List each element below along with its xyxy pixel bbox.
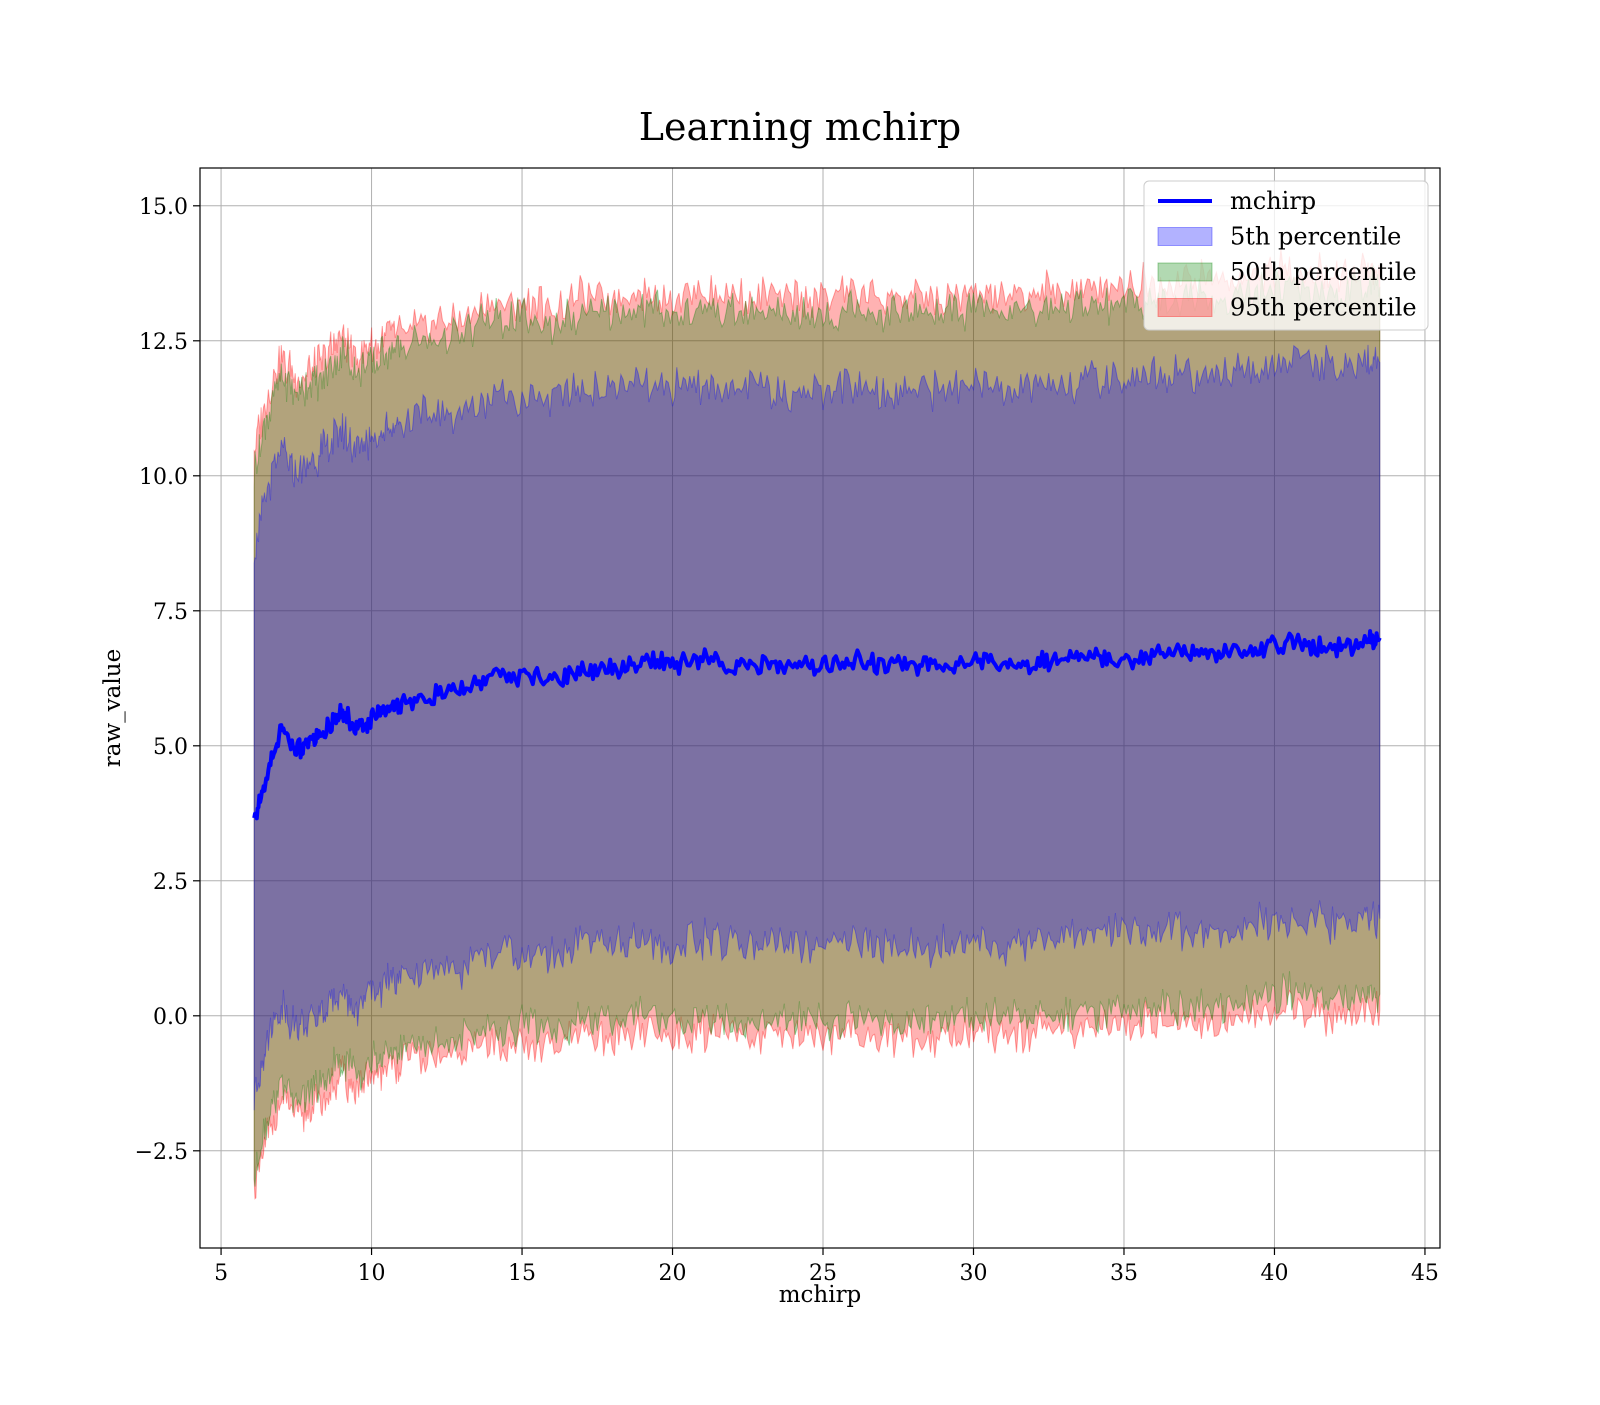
legend-swatch-5th-percentile <box>1157 227 1213 246</box>
x-tick-label-0: 5 <box>214 1261 228 1286</box>
axis-ticks: 5 10 15 20 25 30 35 40 45 −2.5 0.0 2.5 5.0 7.5 10.0 12.… <box>135 195 1439 1286</box>
band-5th-percentile <box>253 344 1381 1111</box>
y-tick-label-7: 15.0 <box>139 195 188 220</box>
y-tick-label-1: 0.0 <box>153 1005 188 1030</box>
mchirp-line-layer <box>252 629 1382 821</box>
x-tick-label-6: 35 <box>1110 1261 1138 1286</box>
x-axis-label: mchirp <box>779 1282 862 1308</box>
y-axis-label: raw_value <box>100 649 126 767</box>
band-95th-percentile <box>253 248 1381 1200</box>
legend-label-5th-percentile: 5th percentile <box>1230 223 1401 251</box>
legend-label-mchirp: mchirp <box>1230 187 1316 215</box>
x-tick-label-4: 25 <box>809 1261 837 1286</box>
x-tick-label-3: 20 <box>659 1261 687 1286</box>
series-line-mchirp <box>252 629 1382 821</box>
y-tick-label-4: 7.5 <box>153 600 188 625</box>
y-tick-label-0: −2.5 <box>135 1140 188 1165</box>
legend-swatch-95th-percentile <box>1157 298 1213 317</box>
percentile-bands <box>253 248 1381 1200</box>
plot-area <box>200 168 1440 1248</box>
legend-items: mchirp 5th percentile 50th percentile 95th … <box>1157 187 1417 322</box>
legend-label-95th-percentile: 95th percentile <box>1230 294 1417 322</box>
band-50th-percentile <box>253 264 1381 1187</box>
x-tick-label-2: 15 <box>508 1261 536 1286</box>
legend: mchirp 5th percentile 50th percentile 95th … <box>1143 180 1429 331</box>
x-tick-label-1: 10 <box>358 1261 386 1286</box>
legend-swatch-50th-percentile <box>1157 262 1213 282</box>
y-tick-label-5: 10.0 <box>139 465 188 490</box>
x-tick-label-5: 30 <box>959 1261 987 1286</box>
chart-title: Learning mchirp <box>639 105 961 149</box>
x-tick-label-8: 45 <box>1411 1261 1439 1286</box>
y-tick-label-3: 5.0 <box>153 735 188 760</box>
y-tick-label-2: 2.5 <box>153 870 188 895</box>
legend-label-50th-percentile: 50th percentile <box>1230 258 1417 286</box>
y-tick-label-6: 12.5 <box>139 330 188 355</box>
x-tick-label-7: 40 <box>1260 1261 1288 1286</box>
legend-box <box>1143 180 1429 331</box>
grid-lines <box>200 168 1440 1248</box>
plot-frame <box>199 167 1441 1249</box>
